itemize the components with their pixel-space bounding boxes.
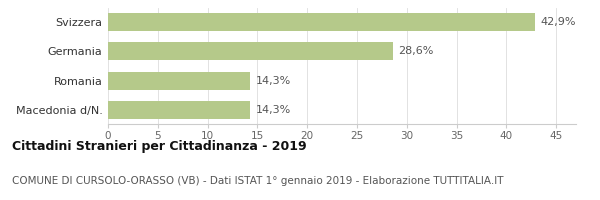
Text: 14,3%: 14,3% [256, 76, 290, 86]
Text: 28,6%: 28,6% [398, 46, 433, 56]
Bar [108, 101, 250, 119]
Text: 14,3%: 14,3% [256, 105, 290, 115]
Bar [108, 42, 393, 60]
Text: Cittadini Stranieri per Cittadinanza - 2019: Cittadini Stranieri per Cittadinanza - 2… [12, 140, 307, 153]
Text: 42,9%: 42,9% [540, 17, 575, 27]
Text: COMUNE DI CURSOLO-ORASSO (VB) - Dati ISTAT 1° gennaio 2019 - Elaborazione TUTTIT: COMUNE DI CURSOLO-ORASSO (VB) - Dati IST… [12, 176, 503, 186]
Bar [108, 72, 250, 90]
Bar [108, 13, 535, 31]
